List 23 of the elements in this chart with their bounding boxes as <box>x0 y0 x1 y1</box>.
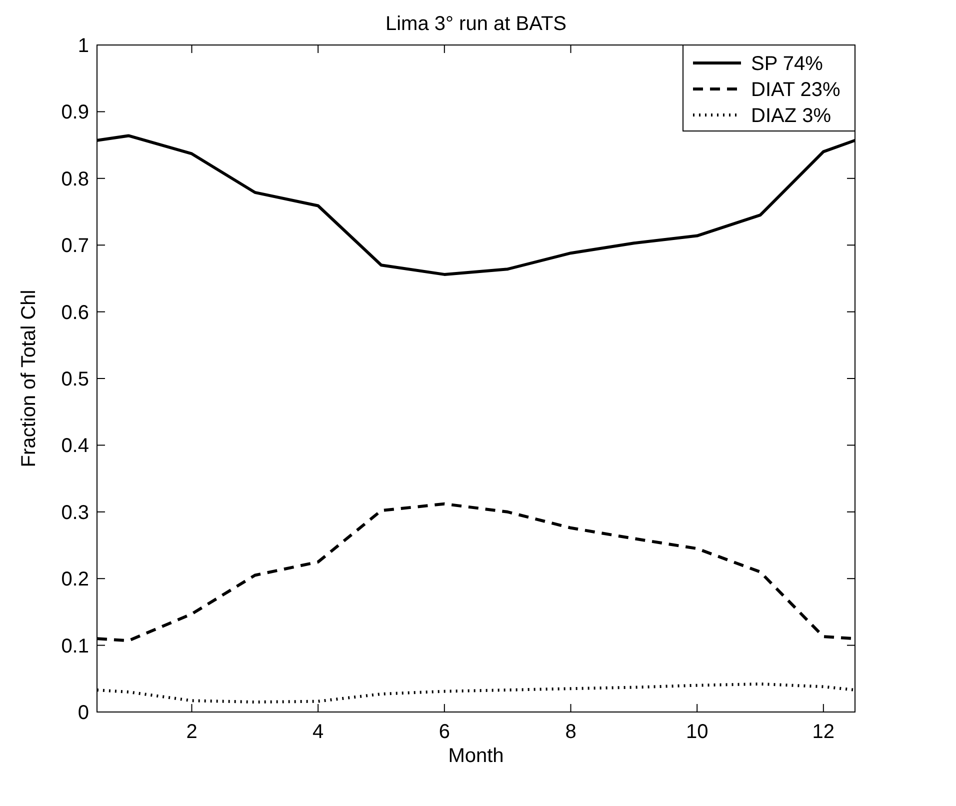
y-tick-label: 0.9 <box>61 102 89 124</box>
x-tick-label: 8 <box>565 721 576 743</box>
x-tick-label: 4 <box>312 721 324 743</box>
y-tick-label: 0.5 <box>61 368 89 390</box>
y-tick-label: 0.6 <box>61 302 89 324</box>
legend-label: SP 74% <box>751 53 824 75</box>
legend-label: DIAT 23% <box>751 79 841 101</box>
y-tick-label: 1 <box>78 35 89 57</box>
chart-title: Lima 3° run at BATS <box>385 13 567 35</box>
y-tick-label: 0.4 <box>61 435 89 458</box>
legend-label: DIAZ 3% <box>751 105 832 127</box>
x-tick-label: 6 <box>438 721 450 743</box>
y-tick-label: 0.3 <box>61 502 89 524</box>
y-tick-label: 0.7 <box>61 235 89 258</box>
y-tick-label: 0.8 <box>61 168 89 190</box>
y-tick-label: 0.2 <box>61 568 89 591</box>
x-tick-label: 12 <box>812 721 835 743</box>
y-tick-label: 0 <box>78 702 89 724</box>
x-tick-label: 2 <box>186 721 198 743</box>
y-tick-label: 0.1 <box>61 635 89 658</box>
x-axis-title: Month <box>448 745 504 767</box>
x-tick-label: 10 <box>686 721 708 743</box>
y-axis-title: Fraction of Total Chl <box>18 290 40 468</box>
